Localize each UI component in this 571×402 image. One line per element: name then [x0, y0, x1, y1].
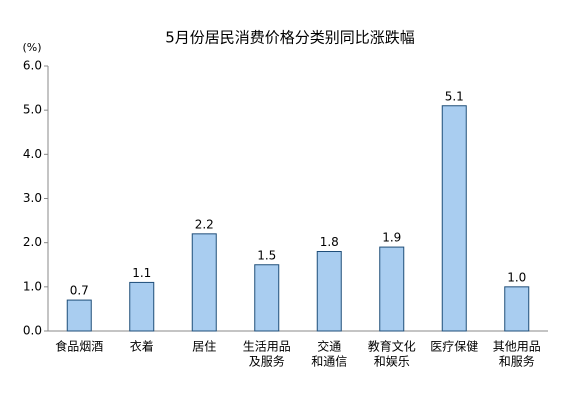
- bar: [316, 251, 342, 332]
- x-tick-label: 和服务: [499, 354, 535, 369]
- y-tick-label: 5.0: [23, 103, 42, 117]
- bar: [254, 264, 280, 332]
- value-label: 1.1: [132, 266, 151, 280]
- y-tick-label: 4.0: [23, 147, 42, 161]
- value-label: 2.2: [195, 217, 214, 231]
- x-tick-label: 其他用品: [493, 340, 541, 354]
- x-tick-label: 生活用品: [243, 340, 291, 354]
- y-unit: (%): [22, 41, 41, 54]
- value-label: 5.1: [445, 89, 464, 103]
- y-tick-label: 6.0: [23, 59, 42, 73]
- bar: [504, 286, 530, 332]
- x-tick-label: 居住: [192, 340, 216, 354]
- bar: [379, 246, 405, 332]
- x-tick-label: 衣着: [130, 339, 154, 354]
- y-tick-label: 3.0: [23, 191, 42, 205]
- y-tick-label: 0.0: [23, 324, 42, 338]
- value-label: 1.8: [320, 235, 339, 249]
- value-label: 1.0: [507, 270, 526, 284]
- x-tick-label: 交通: [317, 339, 341, 354]
- value-label: 0.7: [70, 284, 89, 298]
- x-tick-label: 食品烟酒: [55, 339, 103, 354]
- x-tick-label: 和娱乐: [374, 355, 410, 369]
- bar: [441, 105, 467, 332]
- value-label: 1.5: [257, 248, 276, 262]
- chart-title: 5月份居民消费价格分类别同比涨跌幅: [165, 29, 415, 47]
- value-label: 1.9: [382, 231, 401, 245]
- bar: [129, 281, 155, 332]
- x-tick-label: 医疗保健: [430, 340, 478, 354]
- x-tick-label: 教育文化: [368, 339, 416, 354]
- x-tick-label: 及服务: [249, 354, 285, 369]
- bar: [191, 233, 217, 332]
- y-tick-label: 1.0: [23, 279, 42, 293]
- y-tick-label: 2.0: [23, 235, 42, 249]
- bar: [66, 299, 92, 332]
- x-tick-label: 和通信: [311, 355, 347, 369]
